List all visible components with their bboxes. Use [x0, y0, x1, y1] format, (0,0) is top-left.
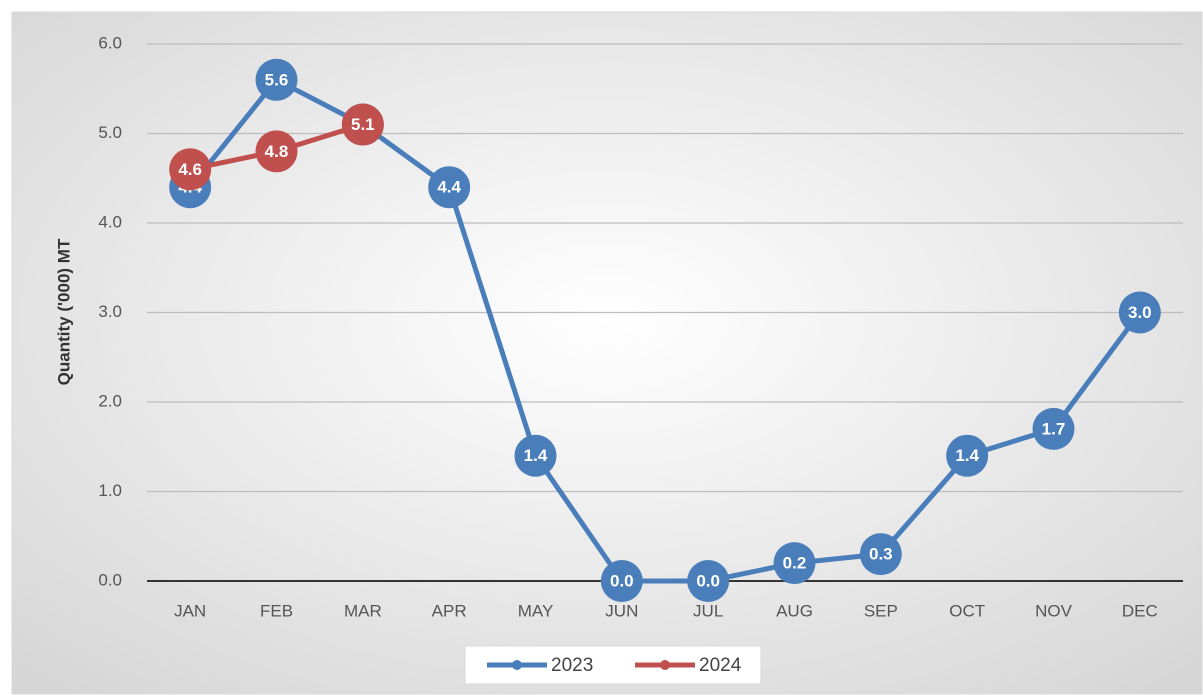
data-label: 4.4: [437, 178, 461, 197]
data-point: [255, 130, 298, 173]
x-tick-label: NOV: [1035, 601, 1073, 620]
legend-label: 2023: [551, 655, 593, 676]
data-label: 4.8: [265, 142, 289, 161]
x-tick-label: APR: [432, 601, 467, 620]
data-label: 0.0: [610, 571, 634, 590]
data-point: [946, 434, 989, 477]
data-label: 3.0: [1128, 303, 1152, 322]
data-label: 0.0: [696, 571, 720, 590]
data-point: [773, 542, 816, 585]
y-tick-label: 6.0: [98, 33, 122, 52]
data-label: 4.6: [178, 160, 202, 179]
x-tick-label: SEP: [864, 601, 898, 620]
data-point: [687, 560, 730, 602]
data-point: [600, 560, 643, 602]
legend-marker: [512, 660, 522, 670]
y-tick-label: 0.0: [98, 570, 122, 589]
y-axis-label: Quantity ('000) MT: [54, 238, 73, 385]
data-point: [428, 166, 471, 209]
legend-label: 2024: [699, 655, 742, 676]
data-point: [255, 58, 298, 101]
data-label: 5.6: [265, 70, 289, 89]
y-tick-label: 3.0: [98, 302, 122, 321]
data-point: [341, 103, 384, 146]
data-point: [169, 148, 212, 191]
data-point: [1032, 407, 1075, 450]
x-tick-label: JUL: [693, 601, 723, 620]
data-label: 0.2: [783, 554, 807, 573]
x-tick-label: JAN: [174, 601, 206, 620]
data-label: 5.1: [351, 115, 375, 134]
x-tick-label: OCT: [949, 601, 985, 620]
data-label: 1.4: [955, 446, 979, 465]
y-tick-label: 2.0: [98, 391, 122, 410]
y-tick-label: 4.0: [98, 212, 122, 231]
x-tick-label: AUG: [776, 601, 813, 620]
data-point: [859, 533, 902, 576]
data-label: 1.7: [1042, 419, 1066, 438]
x-tick-label: DEC: [1122, 601, 1158, 620]
x-tick-label: MAY: [518, 601, 554, 620]
data-label: 1.4: [524, 446, 548, 465]
data-point: [514, 434, 557, 477]
data-point: [1118, 291, 1161, 334]
x-tick-label: JUN: [605, 601, 638, 620]
data-label: 0.3: [869, 545, 893, 564]
y-tick-label: 1.0: [98, 481, 122, 500]
legend-marker: [660, 660, 670, 670]
x-tick-label: FEB: [260, 601, 293, 620]
y-tick-label: 5.0: [98, 123, 122, 142]
x-tick-label: MAR: [344, 601, 382, 620]
